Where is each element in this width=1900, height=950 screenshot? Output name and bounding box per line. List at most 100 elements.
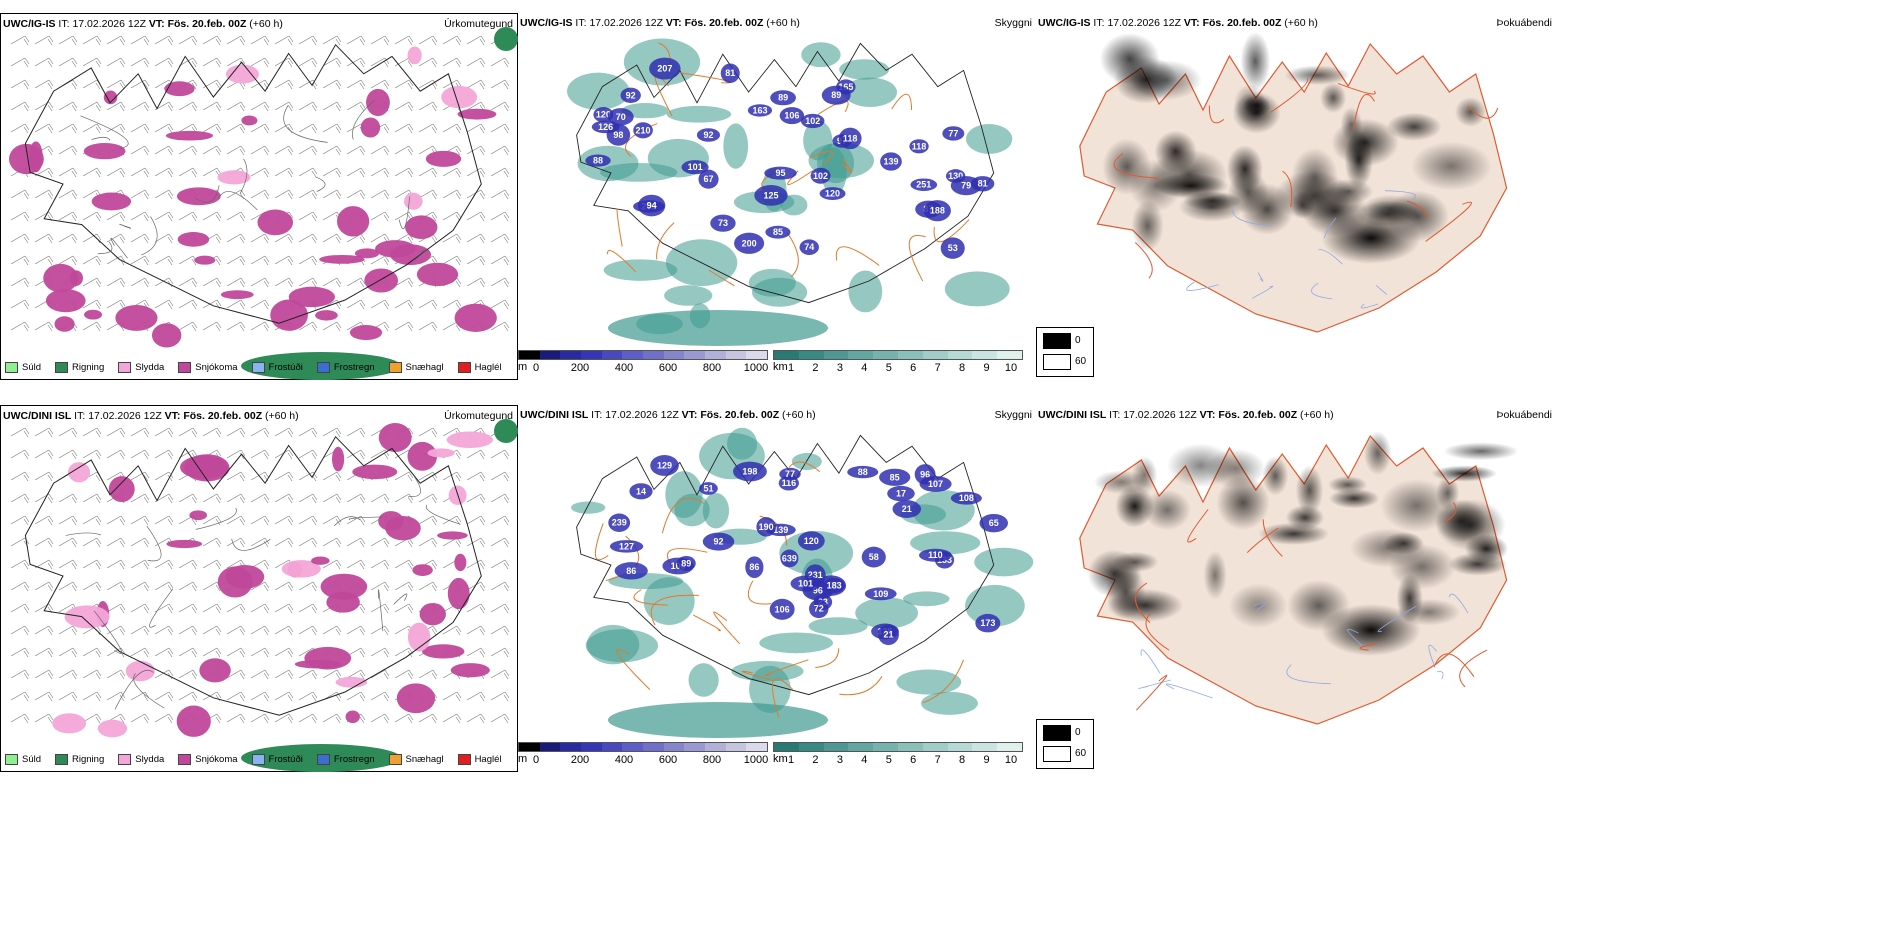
wind-barb xyxy=(130,427,150,438)
visibility-value-label: 86 xyxy=(626,566,636,576)
road-line xyxy=(1406,200,1428,219)
road-line xyxy=(146,525,162,562)
snow-area xyxy=(199,658,231,683)
low-cloud-area xyxy=(880,152,902,171)
fog-area xyxy=(1131,199,1164,252)
wind-barb xyxy=(322,537,342,548)
wind-barb xyxy=(274,189,294,200)
panel-type-label: Þokuábendi xyxy=(1496,409,1552,421)
low-cloud-area xyxy=(809,599,829,619)
snow-area xyxy=(180,455,228,479)
road-line xyxy=(1337,82,1376,95)
fog-area xyxy=(1143,489,1192,531)
wind-barb xyxy=(394,321,414,332)
visibility-value-label: 107 xyxy=(928,479,943,489)
road-line xyxy=(933,219,970,243)
wind-barb xyxy=(490,471,510,482)
road-line xyxy=(93,610,122,654)
low-cloud-area xyxy=(790,575,821,592)
wind-barb xyxy=(250,123,270,134)
wind-barb xyxy=(58,189,78,200)
wind-barb xyxy=(178,691,198,702)
wind-barb xyxy=(226,321,246,332)
road-line xyxy=(788,461,821,473)
low-cloud-area xyxy=(821,85,851,105)
road-line xyxy=(661,497,705,534)
colorbar-cell xyxy=(601,351,623,359)
colorbar-cell xyxy=(581,743,602,751)
precip-panel-row2: UWC/DINI ISL IT: 17.02.2026 12Z VT: Fös.… xyxy=(0,405,518,772)
snow-area xyxy=(407,46,422,65)
low-cloud-area xyxy=(810,167,831,184)
wind-barb xyxy=(370,255,390,266)
colorbar-cell xyxy=(539,743,561,751)
wind-barb xyxy=(154,603,174,614)
visibility-area xyxy=(723,123,749,169)
wind-barb xyxy=(226,211,246,222)
colorbar-cell xyxy=(684,743,706,751)
wind-barb xyxy=(250,189,270,200)
low-cloud-area xyxy=(650,455,679,476)
wind-barb xyxy=(34,471,54,482)
road-line xyxy=(348,516,382,521)
wind-barb xyxy=(202,647,222,658)
wind-barb xyxy=(154,625,174,636)
colorbar-cell xyxy=(643,743,664,751)
wind-barb xyxy=(298,255,318,266)
colorbar-cell xyxy=(997,351,1022,359)
wind-barb xyxy=(202,625,222,636)
visibility-value-label: 173 xyxy=(980,618,995,628)
road-line xyxy=(149,588,174,628)
wind-barb xyxy=(106,515,126,526)
visibility-area xyxy=(731,660,804,682)
visibility-area xyxy=(902,591,950,607)
wind-barb xyxy=(154,277,174,288)
colorbar-cell xyxy=(848,743,874,751)
legend-label: Haglél xyxy=(474,754,502,765)
snow-area xyxy=(166,539,203,549)
coastline xyxy=(24,435,482,716)
precip-legend: Súld Rigning Slydda Snjókoma Frostúði Frostre… xyxy=(5,754,502,765)
fog-area xyxy=(1327,475,1368,494)
river-line xyxy=(1436,671,1444,680)
low-cloud-area xyxy=(734,232,765,254)
wind-barb xyxy=(466,167,486,178)
road-line xyxy=(616,649,651,690)
colorbar-cell xyxy=(774,743,799,751)
wind-barb xyxy=(226,427,246,438)
wind-barb xyxy=(298,427,318,438)
wind-barb xyxy=(58,35,78,46)
fog-area xyxy=(1321,604,1421,656)
road-line xyxy=(633,589,668,606)
road-line xyxy=(1134,582,1151,623)
visibility-value-label: 92 xyxy=(714,537,724,547)
visibility-area xyxy=(666,105,732,123)
visibility-area xyxy=(586,624,640,665)
snow-area xyxy=(304,646,352,670)
wind-barb xyxy=(130,625,150,636)
road-line xyxy=(231,538,271,551)
road-line xyxy=(425,504,461,525)
wind-barb xyxy=(58,79,78,90)
road-line xyxy=(333,516,361,527)
wind-barb xyxy=(298,581,318,592)
wind-barb xyxy=(202,427,222,438)
fog-area xyxy=(1295,465,1324,516)
visibility-value-label: 88 xyxy=(593,156,603,166)
visibility-area xyxy=(839,59,890,80)
snow-area xyxy=(52,713,87,734)
wind-barb xyxy=(82,277,102,288)
low-cloud-area xyxy=(585,154,611,167)
wind-barb xyxy=(298,603,318,614)
fog-area xyxy=(1448,552,1508,576)
colorbar-unit: m xyxy=(518,753,528,765)
wind-barb xyxy=(34,559,54,570)
wind-barb xyxy=(274,233,294,244)
fog-area xyxy=(1431,465,1498,482)
wind-barb xyxy=(466,211,486,222)
wind-barb xyxy=(442,691,462,702)
colorbar-tick: 1000 xyxy=(743,754,769,766)
colorbar-tick: 3 xyxy=(836,362,843,374)
wind-barb xyxy=(298,57,318,68)
visibility-value-label: 96 xyxy=(813,586,823,596)
